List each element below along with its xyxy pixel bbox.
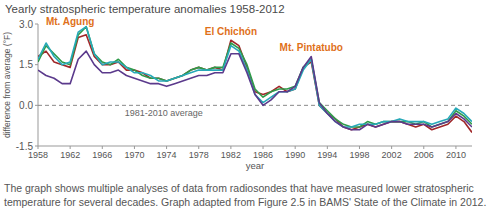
x-tick-label: 1958 [28,150,48,160]
x-tick [455,146,456,149]
x-tick [70,146,71,149]
x-tick-label: 1974 [157,150,177,160]
reference-label: 1981-2010 average [125,108,203,118]
reference-line [38,105,472,106]
series-line [38,27,472,127]
x-tick-label: 2010 [446,150,466,160]
title: Yearly stratospheric temperature anomali… [5,3,285,15]
x-axis-line [38,146,472,147]
x-tick [38,146,39,149]
x-tick-label: 1998 [349,150,369,160]
x-tick [423,146,424,149]
x-tick-label: 1994 [317,150,337,160]
x-tick [327,146,328,149]
x-tick-label: 1970 [124,150,144,160]
y-tick-label: 3.0 [19,19,33,30]
y-tick [35,105,38,106]
annotation: El Chichón [205,26,257,37]
annotation: Mt. Agung [46,16,95,27]
x-tick-label: 1962 [60,150,80,160]
x-tick-label: 2006 [414,150,434,160]
x-tick [295,146,296,149]
annotation: Mt. Pintatubo [280,42,343,53]
y-axis-line [38,24,39,146]
chart: Yearly stratospheric temperature anomali… [0,0,500,180]
x-tick [102,146,103,149]
x-tick-label: 1966 [92,150,112,160]
y-tick-label: 0.0 [19,100,33,111]
x-tick-label: 1978 [189,150,209,160]
plot-area [38,27,472,133]
x-tick [391,146,392,149]
series-line [38,35,472,133]
x-tick [166,146,167,149]
y-tick-label: 1.5 [19,59,33,70]
series-line [38,51,472,130]
x-tick [198,146,199,149]
x-tick-label: 1990 [285,150,305,160]
x-tick-label: 1982 [221,150,241,160]
x-tick [263,146,264,149]
x-tick-label: 2002 [382,150,402,160]
y-tick [35,64,38,65]
y-axis-label: difference from average (°F) [2,32,12,138]
x-tick-label: 1986 [253,150,273,160]
caption: The graph shows multiple analyses of dat… [4,181,498,209]
x-tick [359,146,360,149]
x-tick [134,146,135,149]
series-line [38,27,472,127]
x-tick [230,146,231,149]
x-axis-label: year [246,160,264,171]
y-tick [35,24,38,25]
